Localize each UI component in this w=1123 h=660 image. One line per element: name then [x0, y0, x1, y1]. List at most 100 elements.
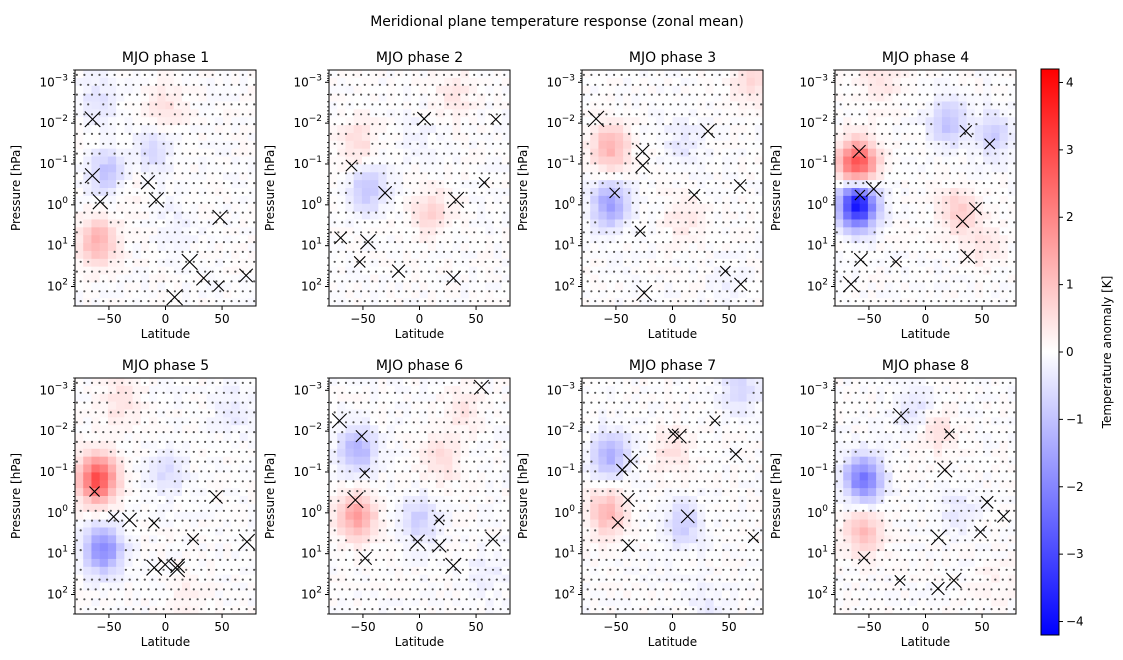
stipple-dot	[207, 260, 210, 263]
heatmap-cell	[851, 148, 861, 158]
heatmap-cell	[835, 77, 844, 87]
stipple-dot	[941, 152, 944, 155]
cross-marker	[733, 178, 747, 192]
heatmap-cell	[444, 77, 454, 87]
stipple-dot	[405, 290, 408, 293]
heatmap-cell	[631, 290, 641, 299]
heatmap-cell	[867, 235, 877, 244]
stipple-dot	[726, 93, 729, 96]
heatmap-cell	[165, 164, 175, 173]
stipple-dot	[839, 300, 842, 303]
heatmap-cell	[468, 219, 478, 228]
stipple-dot	[499, 182, 502, 185]
stipple-dot	[484, 123, 487, 126]
stipple-dot	[253, 103, 256, 106]
heatmap-cell	[124, 77, 134, 87]
stipple-dot	[222, 162, 225, 165]
heatmap-cell	[468, 203, 478, 213]
heatmap-cell	[867, 219, 877, 228]
heatmap-cell	[958, 203, 968, 213]
stipple-dot	[858, 250, 861, 253]
heatmap-cell	[435, 77, 445, 87]
heatmap-cell	[991, 180, 1001, 189]
stipple-dot	[378, 103, 381, 106]
heatmap-cell	[107, 282, 117, 291]
stipple-dot	[435, 132, 438, 135]
cross-marker	[447, 191, 465, 209]
heatmap-cell	[647, 125, 657, 134]
y-tick-label: 102	[554, 278, 575, 294]
heatmap-cell	[876, 211, 885, 221]
stipple-dot	[200, 103, 203, 106]
stipple-dot	[748, 211, 751, 214]
heatmap-cell	[933, 117, 943, 126]
stipple-dot	[729, 83, 733, 86]
stipple-dot	[605, 270, 608, 273]
heatmap-cell	[444, 258, 454, 268]
heatmap-cell	[173, 274, 183, 283]
stipple-dot	[907, 182, 910, 185]
heatmap-cell	[198, 117, 208, 126]
stipple-dot	[903, 113, 906, 116]
stipple-dot	[862, 103, 865, 106]
stipple-dot	[375, 93, 378, 96]
heatmap-cell	[149, 258, 158, 268]
stipple-dot	[344, 211, 348, 214]
heatmap-cell	[933, 109, 943, 118]
heatmap-cell	[950, 282, 960, 291]
stipple-dot	[337, 290, 340, 293]
heatmap-cell	[223, 132, 232, 142]
heatmap-cell	[999, 109, 1009, 118]
stipple-dot	[348, 182, 351, 185]
stipple-dot	[367, 93, 370, 96]
stipple-dot	[986, 191, 989, 194]
heatmap-cell	[680, 266, 690, 276]
heatmap-cell	[132, 235, 142, 244]
stipple-dot	[352, 93, 355, 96]
stipple-dot	[375, 211, 378, 214]
stipple-dot	[707, 83, 710, 86]
heatmap-cell	[452, 70, 462, 79]
heatmap-cell	[419, 101, 429, 110]
stipple-dot	[1001, 113, 1004, 116]
stipple-dot	[994, 270, 997, 273]
stipple-dot	[219, 113, 222, 116]
stipple-dot	[476, 241, 479, 244]
heatmap-cell	[664, 164, 674, 173]
heatmap-cell	[697, 70, 707, 79]
heatmap-cell	[746, 290, 756, 299]
heatmap-cell	[631, 125, 641, 134]
stipple-dot	[151, 93, 154, 96]
heatmap-cell	[353, 85, 363, 95]
stipple-dot	[952, 142, 955, 145]
heatmap-cell	[329, 172, 338, 181]
stipple-dot	[915, 201, 918, 204]
heatmap-cell	[582, 188, 591, 197]
stipple-dot	[760, 260, 763, 263]
heatmap-cell	[656, 148, 665, 158]
heatmap-cell	[165, 85, 175, 95]
stipple-dot	[435, 172, 438, 175]
heatmap-cell	[999, 148, 1009, 158]
heatmap-cell	[721, 93, 731, 103]
stipple-dot	[409, 260, 412, 263]
heatmap-cell	[485, 195, 495, 205]
stipple-dot	[956, 270, 959, 273]
heatmap-cell	[460, 211, 470, 221]
stipple-dot	[881, 191, 884, 194]
heatmap-cell	[672, 290, 682, 299]
heatmap-cell	[239, 93, 249, 103]
heatmap-cell	[738, 172, 748, 181]
stipple-dot	[102, 103, 105, 106]
heatmap-cell	[917, 203, 927, 213]
stipple-dot	[166, 250, 169, 253]
heatmap-cell	[107, 266, 117, 276]
heatmap-cell	[149, 188, 158, 197]
stipple-dot	[249, 250, 252, 253]
heatmap-cell	[672, 93, 682, 103]
stipple-dot	[106, 113, 109, 116]
heatmap-cell	[477, 203, 486, 213]
heatmap-cell	[99, 266, 109, 276]
heatmap-cell	[247, 148, 256, 158]
heatmap-cell	[950, 227, 960, 236]
